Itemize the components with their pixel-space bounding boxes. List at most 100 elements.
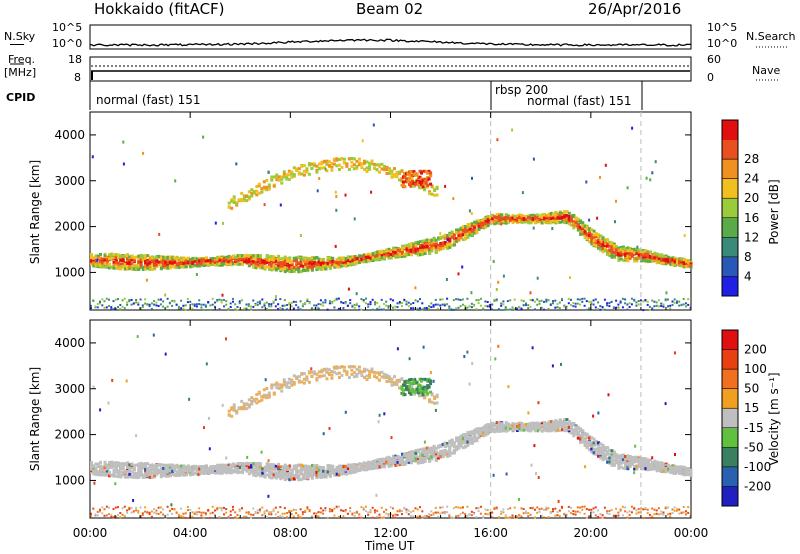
power-cell [543,213,546,217]
velocity-cell [254,512,257,515]
velocity-cell [299,463,303,467]
power-cell [358,254,362,258]
velocity-cell [288,467,292,471]
power-cell [516,308,518,311]
power-cell [443,245,447,249]
power-cell [137,263,141,267]
power-cell [211,303,214,306]
power-cell [198,259,202,263]
power-cell [108,254,111,258]
power-cell [229,256,233,260]
power-cell [434,238,438,242]
cpid-segment-1: normal (fast) 151 [96,93,201,107]
power-cell [419,246,422,250]
power-cell [259,254,262,258]
power-cell [139,258,143,262]
power-cell [327,163,331,167]
power-cell [155,301,158,304]
power-cell [144,259,148,263]
scatter-point [599,175,601,179]
power-cell [383,168,386,172]
power-cell [493,215,497,219]
velocity-cell [295,512,298,515]
power-cell [390,169,394,173]
power-cell [455,231,459,234]
power-cell [594,241,598,244]
velocity-cell [132,471,136,475]
power-cell [635,257,639,261]
power-cell [441,235,445,239]
power-cell [130,258,134,262]
power-cell [410,303,412,306]
velocity-cell [283,467,287,471]
power-cell [349,259,353,263]
velocity-cell [283,470,287,474]
power-cell [121,258,125,262]
power-cell [171,264,175,268]
power-cell [538,220,542,223]
velocity-cell [328,464,332,468]
velocity-cell [322,475,326,479]
power-cell [342,157,346,161]
power-cell [446,246,450,250]
power-cell [597,246,601,250]
power-cell [556,212,560,216]
velocity-cell [268,511,270,514]
power-cell [597,233,601,237]
power-cell [300,164,304,168]
power-cell [565,221,569,225]
power-cell [610,241,614,245]
power-cell [423,177,427,181]
power-cell [484,304,487,307]
power-cell [383,165,386,168]
power-cell [148,305,151,308]
power-cell [421,239,425,243]
power-cell [263,257,267,261]
velocity-cell [101,506,104,509]
scatter-point [316,189,319,193]
velocity-cell [162,470,166,473]
velocity-cell [261,471,265,475]
power-cell [126,261,130,265]
power-cell [376,254,380,257]
power-cell [103,258,107,262]
velocity-cell [209,516,212,519]
velocity-cell [297,463,301,467]
power-cell [378,163,381,167]
power-cell [360,257,364,261]
power-cell [682,298,685,300]
power-cell [464,307,467,310]
power-cell [198,303,201,306]
velocity-cell [119,475,123,479]
power-cell [502,300,505,303]
velocity-cell [218,516,221,519]
power-cell [567,302,570,305]
scatter-point [446,238,449,242]
power-cell [429,174,433,178]
velocity-cell [331,464,335,468]
power-cell [261,261,265,265]
power-cell [288,259,292,263]
velocity-cell [211,465,215,468]
scatter-point [122,162,125,166]
velocity-cell [204,513,207,516]
velocity-cell [141,512,144,515]
power-cell [416,240,420,244]
power-cell [545,216,549,220]
power-cell [346,259,350,263]
power-cell [545,219,549,223]
power-cell [270,178,274,182]
power-cell [218,255,222,259]
power-cell [455,298,458,301]
power-cell [306,299,309,302]
velocity-cell [333,471,337,475]
power-cell [398,252,402,256]
power-cell [141,254,145,258]
power-cell [592,299,595,302]
power-cell [425,244,429,248]
velocity-cell [317,468,321,472]
power-cell [590,242,594,246]
velocity-cell [171,467,175,471]
velocity-cell [223,470,226,474]
power-cell [126,265,130,269]
